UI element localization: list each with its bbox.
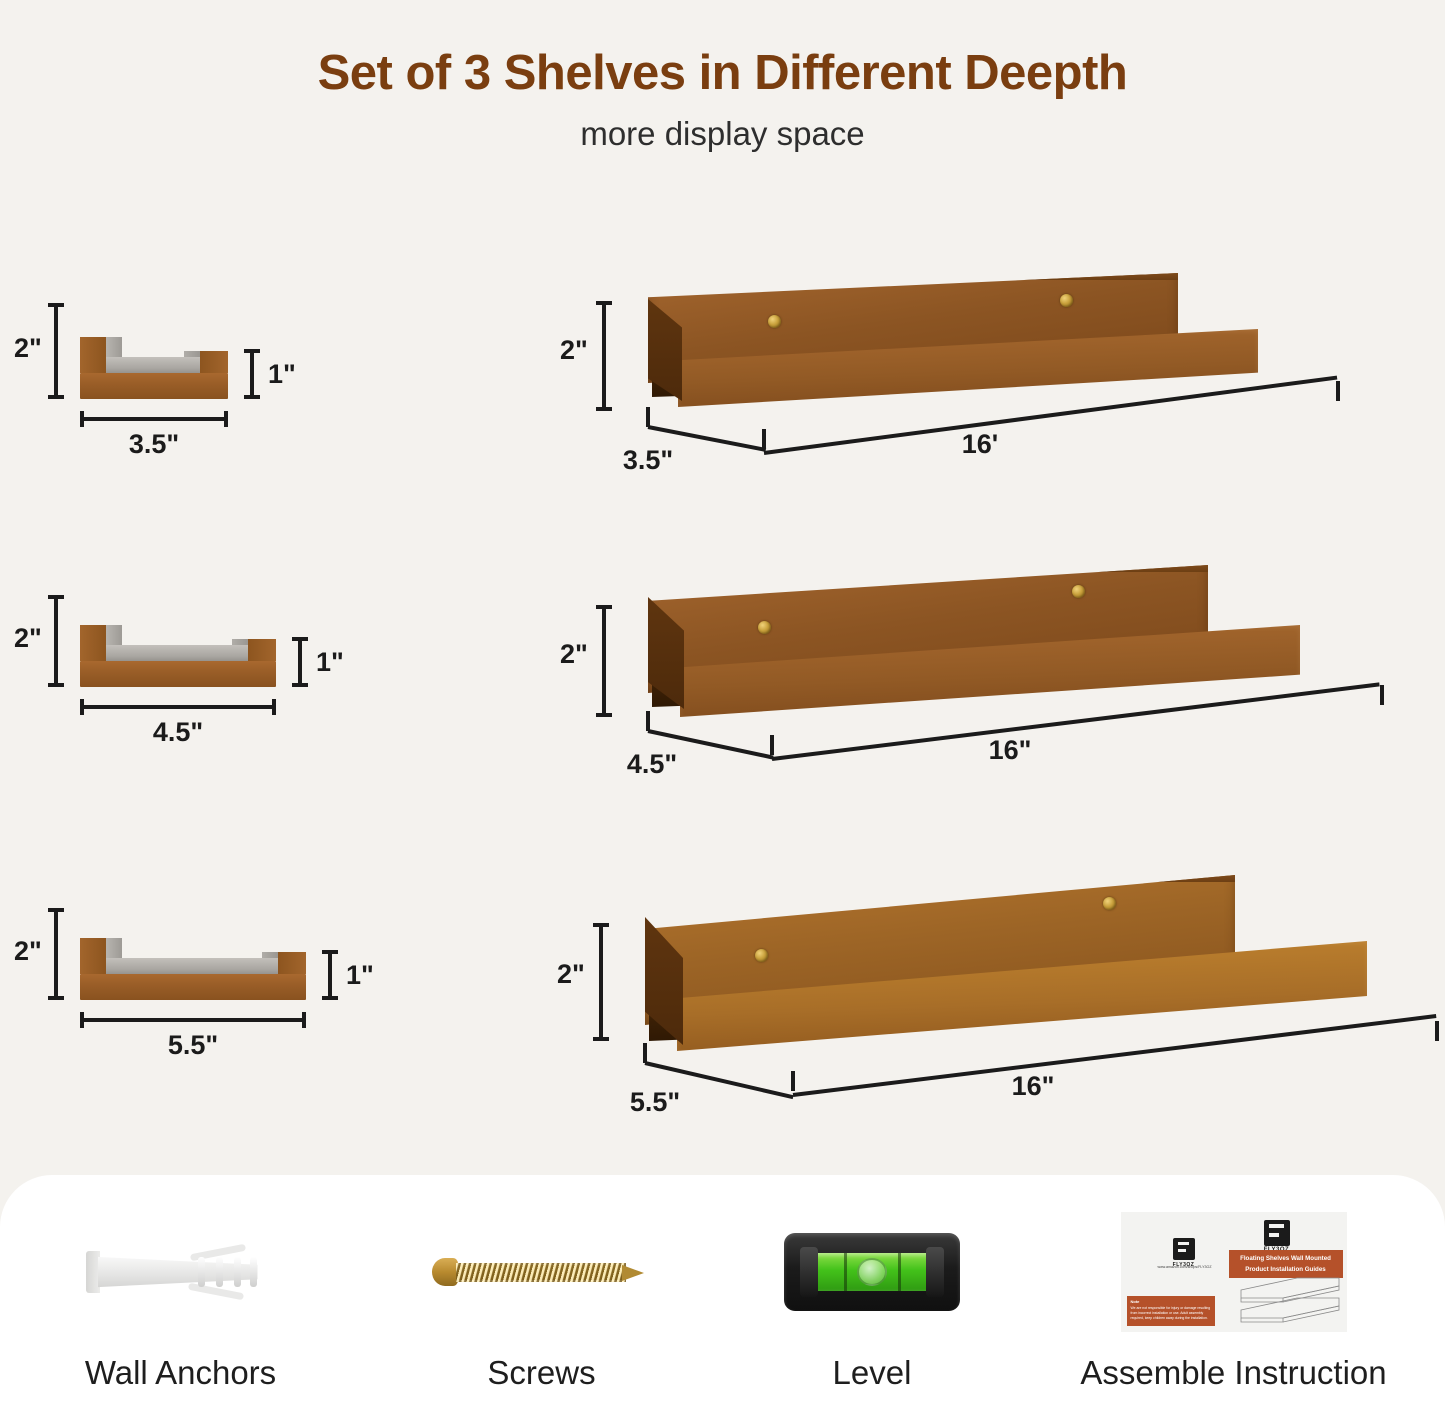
dim3d-length-label: 16' [961, 429, 999, 459]
accessory-label: Wall Anchors [84, 1354, 277, 1391]
dim-height-bar [48, 595, 64, 687]
header: Set of 3 Shelves in Different Deepth mor… [0, 46, 1445, 153]
manual-banner: Floating Shelves Wall Mounted Product In… [1228, 1250, 1343, 1278]
dim-height-label: 2" [14, 333, 42, 363]
screw-icon [361, 1217, 722, 1327]
dim-height-bar [48, 908, 64, 1000]
dim3d-height-label: 2" [560, 335, 588, 365]
dim-lip-bar [292, 637, 308, 687]
cross-section-large: 2" 1" 5.5" [10, 890, 380, 1080]
screw-icon [755, 949, 768, 962]
page-title: Set of 3 Shelves in Different Deepth [317, 46, 1128, 100]
manual-banner-line2: Product Installation Guides [1245, 1265, 1326, 1273]
accessory-label: Level [832, 1354, 912, 1391]
accessories-panel: Wall Anchors Screws [0, 1175, 1445, 1406]
dim-lip-label: 1" [316, 647, 344, 677]
dim3d-depth-label: 4.5" [626, 749, 678, 779]
dim3d-length-label: 16" [988, 735, 1032, 765]
screw-icon [1103, 897, 1116, 910]
dim-depth-bar [80, 411, 228, 427]
dim-lip-label: 1" [346, 960, 374, 990]
shelf-profile-shape [80, 595, 276, 687]
shelf-profile-shape [80, 303, 228, 399]
cross-section-small: 2" 1" 3.5" [10, 275, 330, 459]
manual-url: www.amazon.com/shops/FLY3OZ [1157, 1265, 1212, 1269]
dim3d-height-bar [596, 301, 612, 411]
dim3d-depth-label: 3.5" [622, 445, 674, 475]
dim3d-height-bar [596, 605, 612, 717]
shelf-row-large: 2" 1" 5.5" [0, 865, 1445, 1117]
accessory-level: Level [722, 1175, 1022, 1406]
instruction-manual-icon: FLY3OZ www.amazon.com/shops/FLY3OZ FLY3O… [1022, 1212, 1445, 1332]
dim-depth-label: 5.5" [167, 1030, 219, 1060]
accessory-instruction: FLY3OZ www.amazon.com/shops/FLY3OZ FLY3O… [1022, 1175, 1445, 1406]
shelf-3d-large: 2" 16" 5.5" [555, 875, 1439, 1117]
dim-height-label: 2" [14, 936, 42, 966]
shelf-row-small: 2" 1" 3.5" [0, 255, 1445, 480]
manual-brand-small: FLY3OZ [1172, 1262, 1195, 1268]
dim3d-length [646, 375, 1340, 463]
dim3d-height-label: 2" [560, 639, 588, 669]
screw-icon [1072, 585, 1085, 598]
dim-height-bar [48, 303, 64, 399]
accessory-wall-anchors: Wall Anchors [0, 1175, 361, 1406]
dim-depth-bar [80, 699, 276, 715]
dim-depth-bar [80, 1012, 306, 1028]
shelf-row-medium: 2" 1" 4.5" [0, 545, 1445, 779]
shelf-profile-shape [80, 908, 306, 1000]
dim3d-depth-label: 5.5" [629, 1087, 681, 1117]
manual-note-body: We are not responsible for injury or dam… [1130, 1306, 1211, 1320]
dim-height-label: 2" [14, 623, 42, 653]
dim-lip-bar [244, 349, 260, 399]
manual-shelf-diagram [1240, 1277, 1339, 1323]
screw-icon [1060, 294, 1073, 307]
manual-note-title: Note [1130, 1299, 1140, 1304]
dim3d-height-bar [593, 923, 609, 1041]
dim-lip-bar [322, 950, 338, 1000]
manual-note: Note We are not responsible for injury o… [1126, 1296, 1215, 1326]
accessory-screws: Screws [361, 1175, 722, 1406]
bubble-level-icon [722, 1217, 1022, 1327]
shelf-3d-medium: 2" 16" 4.5" [560, 563, 1384, 779]
dim3d-height-label: 2" [557, 959, 585, 989]
dim-lip-label: 1" [268, 359, 296, 389]
dim3d-length-label: 16" [1011, 1071, 1055, 1101]
cross-section-medium: 2" 1" 4.5" [10, 575, 350, 755]
screw-icon [768, 315, 781, 328]
manual-banner-line1: Floating Shelves Wall Mounted [1240, 1254, 1331, 1262]
dim-depth-label: 4.5" [152, 717, 204, 747]
accessory-label: Screws [487, 1354, 596, 1391]
wall-anchor-icon [0, 1217, 361, 1327]
dim-depth-label: 3.5" [128, 429, 180, 459]
screw-icon [758, 621, 771, 634]
shelf-3d-small: 2" [560, 263, 1350, 478]
dim3d-length [646, 682, 1384, 769]
page-subtitle: more display space [580, 115, 865, 153]
accessory-label: Assemble Instruction [1080, 1354, 1387, 1391]
dim3d-length [643, 1014, 1439, 1105]
